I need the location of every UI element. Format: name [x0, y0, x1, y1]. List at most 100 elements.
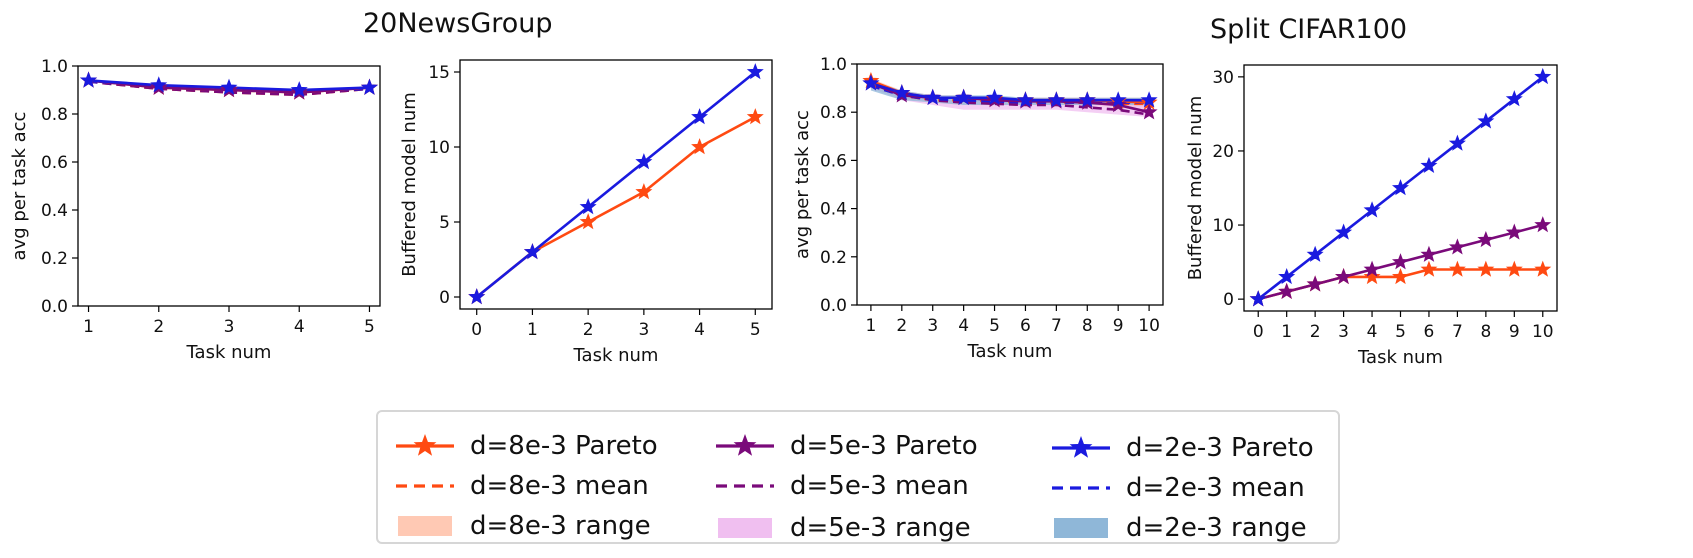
y-tick-label: 10	[1212, 216, 1234, 236]
x-tick-label: 8	[1082, 316, 1093, 336]
x-tick-label: 1	[1281, 322, 1292, 342]
chart-panel-3: 1 2 3 4 5 6 7 8 9 10 0.0 0.2 0.4 0.6 0.8 1.0 Task num avg…	[792, 55, 1164, 362]
legend-swatch-d8-range	[398, 516, 452, 536]
data-point	[1477, 112, 1495, 129]
legend-item-d2-range: d=2e-3 range	[1050, 508, 1307, 548]
y-tick-label: 20	[1212, 142, 1234, 162]
y-tick-label: 1.0	[820, 55, 847, 75]
y-tick-label: 0.2	[820, 248, 847, 268]
pareto-line	[870, 82, 1150, 102]
x-tick-label: 1	[83, 317, 94, 337]
data-point	[746, 108, 764, 125]
y-tick-label: 0	[1223, 290, 1234, 310]
y-tick-label: 30	[1212, 68, 1234, 88]
data-point	[1420, 245, 1438, 262]
data-point	[635, 153, 653, 170]
legend-patch	[1054, 518, 1108, 538]
data-point	[1448, 260, 1466, 277]
data-point	[1047, 91, 1065, 108]
data-point	[1477, 260, 1495, 277]
x-tick-label: 5	[989, 316, 1000, 336]
data-point	[1306, 245, 1324, 262]
y-tick-label: 0.8	[820, 103, 847, 123]
data-point	[1505, 223, 1523, 240]
data-point	[862, 74, 880, 91]
legend-label-d5-pareto: d=5e-3 Pareto	[790, 431, 978, 461]
y-tick-label: 0.4	[820, 200, 847, 220]
plot-frame	[459, 59, 773, 310]
group-title-20newsgroup: 20NewsGroup	[363, 8, 553, 39]
data-point	[1477, 230, 1495, 248]
x-tick-label: 0	[1253, 322, 1264, 342]
legend-label-d2-range: d=2e-3 range	[1126, 513, 1307, 543]
data-point	[1534, 216, 1552, 233]
legend-patch	[718, 518, 772, 538]
legend-item-d8-mean: d=8e-3 mean	[394, 466, 649, 506]
data-point	[1420, 260, 1438, 277]
legend-star-marker	[733, 434, 757, 456]
x-tick-label: 6	[1020, 316, 1031, 336]
data-point	[986, 88, 1004, 105]
data-point	[1278, 267, 1296, 285]
data-point	[955, 88, 973, 105]
x-tick-label: 3	[927, 316, 938, 336]
x-tick-label: 10	[1138, 316, 1160, 336]
data-point	[1392, 253, 1409, 270]
legend-label-d5-mean: d=5e-3 mean	[790, 471, 969, 501]
y-tick-label: 1.0	[41, 57, 68, 77]
y-axis-label: avg per task acc	[792, 110, 813, 259]
x-tick-label: 9	[1509, 322, 1520, 342]
legend-swatch-d5-mean	[716, 484, 774, 488]
y-axis-label: Buffered model num	[1185, 96, 1206, 281]
y-tick-label: 15	[428, 63, 450, 83]
y-tick-label: 0.6	[820, 151, 847, 171]
data-point	[893, 83, 911, 101]
data-point	[150, 76, 168, 93]
x-tick-label: 3	[224, 317, 235, 337]
plot-frame	[77, 65, 381, 307]
data-point	[1392, 179, 1409, 196]
data-point	[1109, 91, 1127, 108]
chart-panel-2: 0 1 2 3 4 5 0 5 10 15 Task num Buffered model num	[399, 59, 773, 366]
x-tick-label: 1	[865, 316, 876, 336]
x-tick-label: 0	[471, 320, 482, 340]
x-tick-label: 7	[1051, 316, 1062, 336]
data-point	[746, 63, 764, 80]
x-tick-label: 2	[1310, 322, 1321, 342]
data-point	[1140, 103, 1158, 120]
y-tick-label: 0.0	[820, 296, 847, 316]
legend-item-d2-pareto: d=2e-3 Pareto	[1050, 428, 1314, 468]
legend-item-d5-mean: d=5e-3 mean	[714, 466, 969, 506]
y-tick-label: 0.6	[41, 153, 68, 173]
data-point	[1249, 290, 1267, 307]
y-tick-label: 0.2	[41, 249, 68, 269]
x-tick-label: 4	[1367, 322, 1378, 342]
x-axis-label: Task num	[1357, 347, 1443, 368]
x-tick-label: 7	[1452, 322, 1463, 342]
data-point	[1505, 90, 1523, 107]
data-point	[1278, 282, 1296, 299]
x-tick-label: 9	[1113, 316, 1124, 336]
data-point	[290, 81, 308, 98]
legend-item-d8-range: d=8e-3 range	[394, 506, 651, 546]
legend-label-d5-range: d=5e-3 range	[790, 513, 971, 543]
legend-label-d2-mean: d=2e-3 mean	[1126, 473, 1305, 503]
data-point	[1534, 260, 1552, 277]
y-tick-label: 0.4	[41, 201, 68, 221]
legend-star-marker	[413, 434, 437, 456]
plot-frame	[856, 63, 1164, 306]
legend-swatch-d2-mean	[1052, 486, 1110, 490]
y-tick-label: 0	[439, 288, 450, 308]
legend-label-d8-pareto: d=8e-3 Pareto	[470, 431, 658, 461]
data-point	[1505, 260, 1523, 277]
data-point	[1363, 201, 1381, 218]
data-point	[924, 88, 942, 105]
x-tick-label: 2	[583, 320, 594, 340]
x-tick-label: 4	[958, 316, 969, 336]
legend-item-d8-pareto: d=8e-3 Pareto	[394, 426, 658, 466]
legend: d=8e-3 Pareto d=5e-3 Pareto d=2e-3 Paret…	[376, 410, 1340, 544]
legend-swatch-d8-mean	[396, 484, 454, 488]
legend-swatch-d2-pareto	[1052, 436, 1110, 458]
legend-swatch-d2-range	[1054, 518, 1108, 538]
data-point	[1363, 267, 1381, 285]
